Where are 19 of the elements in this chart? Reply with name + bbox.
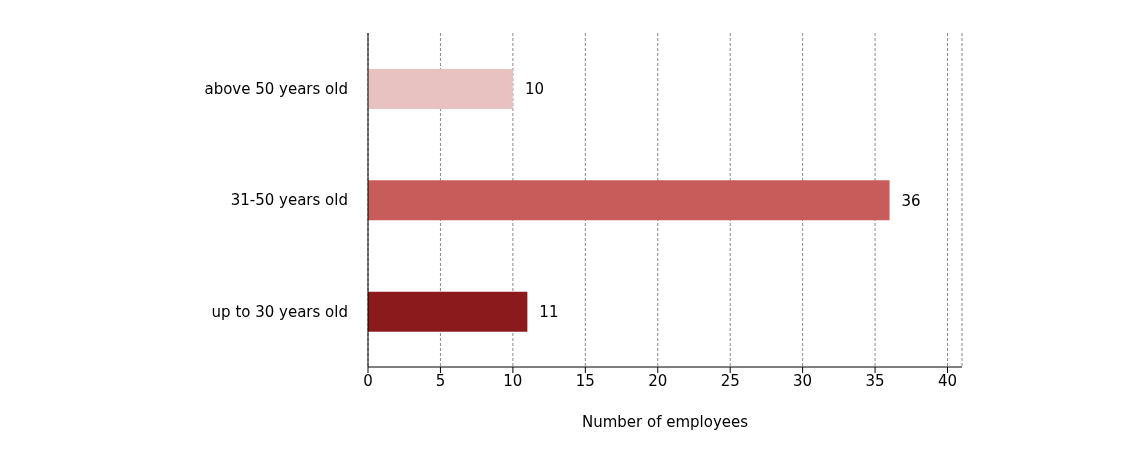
x-tick-label: 40 (937, 371, 958, 390)
y-tick-label: up to 30 years old (211, 302, 348, 321)
y-tick-label: above 50 years old (204, 79, 348, 98)
x-tick-label: 35 (865, 371, 885, 390)
x-tick-label: 15 (575, 371, 595, 390)
x-tick-label: 5 (435, 371, 446, 390)
bar (368, 180, 890, 221)
data-label: 11 (539, 302, 559, 321)
data-label: 36 (901, 191, 921, 210)
x-tick-label: 0 (363, 371, 373, 390)
y-tick-label: 31-50 years old (230, 191, 348, 210)
bar (368, 69, 513, 109)
x-axis-title: Number of employees (581, 413, 749, 431)
x-tick-label: 25 (720, 371, 740, 390)
x-tick-label: 20 (648, 371, 668, 390)
x-tick-label: 30 (793, 371, 813, 390)
bar (368, 291, 528, 332)
x-tick-label: 10 (503, 371, 523, 390)
data-label: 10 (524, 80, 544, 99)
